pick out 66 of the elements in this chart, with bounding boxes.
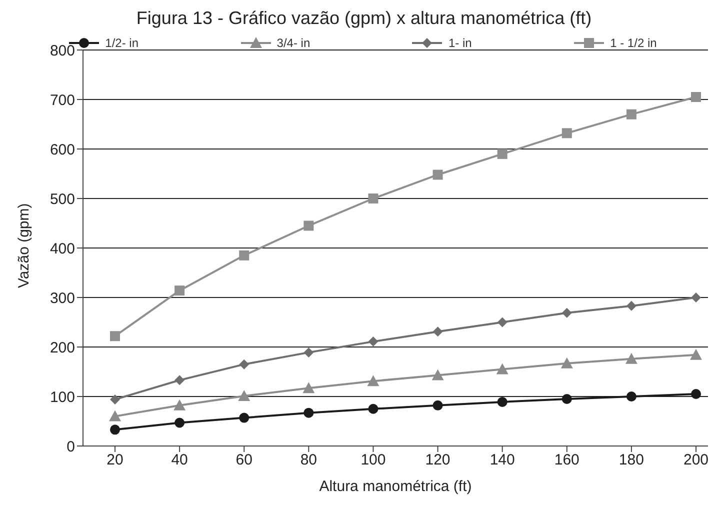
point [691,389,701,400]
y-tick-label: 700 [50,92,75,109]
point [110,424,120,435]
x-tick-label: 200 [683,452,709,469]
point [432,326,443,337]
y-tick-label: 100 [50,388,75,406]
point [497,396,508,407]
point [626,109,636,120]
y-tick-label: 0 [66,438,75,456]
legend-label: 1- in [448,36,472,50]
point [302,382,315,394]
x-tick-label: 20 [106,452,124,469]
y-tick-label: 300 [50,290,75,307]
x-tick-label: 140 [490,452,515,469]
y-tick-label: 400 [50,240,75,258]
point [497,148,508,159]
point [496,363,508,374]
point [562,128,572,138]
point [304,408,314,418]
point [626,392,636,402]
point [304,347,314,358]
x-tick-label: 60 [236,452,252,469]
point [562,394,572,404]
legend-label: 3/4- in [276,36,310,50]
point [174,399,186,410]
chart-title: Figura 13 - Gráfico vazão (gpm) x altura manométrica (ft) [135,8,593,29]
point [691,292,701,302]
x-tick-label: 100 [360,452,386,469]
point [109,410,121,422]
point [626,300,636,311]
point [174,286,185,296]
point [691,92,701,102]
point [432,400,443,410]
point [110,394,120,404]
y-tick-label: 200 [50,339,75,356]
x-tick-label: 80 [300,452,318,469]
y-tick-label: 600 [50,141,75,158]
point [690,348,702,360]
point [562,308,572,318]
x-tick-label: 120 [425,452,450,469]
point [110,331,120,342]
x-tick-label: 180 [618,452,644,469]
point [239,412,250,423]
point [174,375,185,386]
x-tick-label: 160 [554,452,580,469]
point [432,369,444,380]
point [174,418,185,428]
x-tick-label: 40 [171,452,188,469]
point [625,352,638,364]
legend-label: 1 - 1/2 in [610,36,657,50]
point [497,317,508,328]
point [239,250,250,260]
x-axis-title: Altura manométrica (ft) [319,478,472,495]
point [368,336,378,347]
y-tick-label: 500 [50,190,75,208]
y-axis-title: Vazão (gpm) [15,203,32,288]
point [560,357,573,368]
point [368,404,378,414]
point [304,220,314,231]
point [239,359,250,370]
legend-label: 1/2- in [105,36,138,50]
point [238,390,250,402]
point [368,194,378,204]
point [432,170,443,180]
y-tick-label: 800 [50,42,75,60]
point [367,375,380,386]
